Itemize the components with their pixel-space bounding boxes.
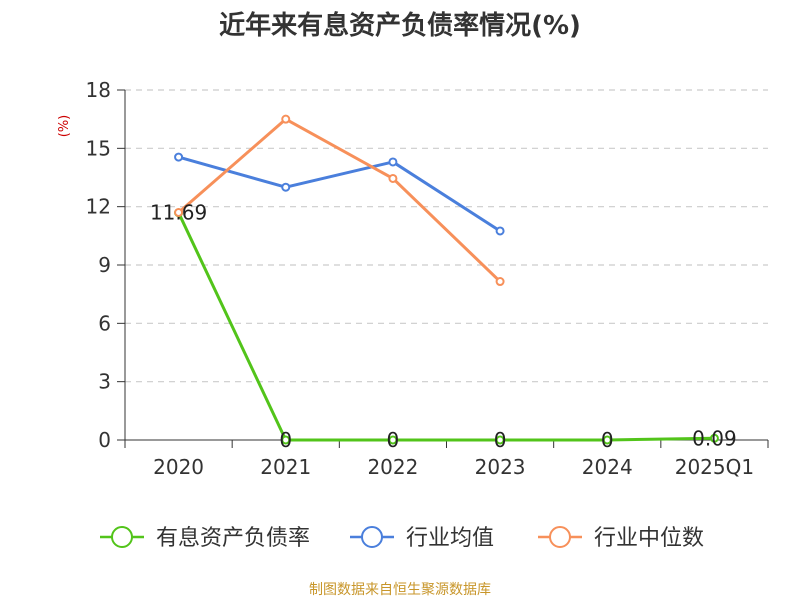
data-point [281,182,291,192]
data-point [281,435,291,445]
data-label: 0 [387,428,400,452]
legend: 有息资产负债率 行业均值 行业中位数 [100,526,704,551]
data-labels: 11.69 0 0 0 0 0.09 [150,201,737,452]
data-point [495,226,505,236]
data-label: 0 [494,428,507,452]
grid-lines [125,89,768,383]
y-tick-label: 9 [98,253,111,277]
y-tick-label: 0 [98,428,111,452]
data-point [174,152,184,162]
legend-marker [549,526,571,548]
data-point [602,435,612,445]
y-tick-label: 18 [86,78,111,102]
axes: 0 3 6 9 12 15 18 2020 2021 2022 2023 2024 2025Q1 [86,78,769,479]
data-label: 0 [601,428,614,452]
x-tick-label: 2022 [367,455,418,479]
data-point [495,277,505,287]
legend-marker [111,526,133,548]
chart-title: 近年来有息资产负债率情况(%) [219,10,581,41]
y-tick-label: 12 [86,195,111,219]
y-tick-label: 15 [86,136,111,160]
legend-label: 有息资产负债率 [156,526,310,551]
x-tick-label: 2025Q1 [675,455,754,479]
x-tick-label: 2023 [475,455,526,479]
series-layer [174,114,719,445]
data-point [709,433,719,443]
source-note: 制图数据来自恒生聚源数据库 [309,582,491,598]
data-point [388,157,398,167]
x-tick-label: 2024 [582,455,633,479]
y-axis-label: (%) [57,115,72,138]
x-tick-label: 2020 [153,455,204,479]
data-point [388,173,398,183]
y-tick-label: 6 [98,311,111,335]
data-point [174,208,184,217]
data-label: 0 [279,428,292,452]
data-point [495,435,505,445]
legend-label: 行业均值 [406,526,494,551]
legend-label: 行业中位数 [594,526,704,551]
data-point [388,435,398,445]
data-point [281,114,291,124]
legend-marker [361,526,383,548]
series-line-3 [177,117,502,283]
data-label: 0.09 [692,426,737,450]
data-label: 11.69 [150,201,207,225]
series-line-2 [178,155,501,233]
y-tick-label: 3 [98,370,111,394]
series-line-1 [177,212,715,442]
x-tick-label: 2021 [260,455,311,479]
